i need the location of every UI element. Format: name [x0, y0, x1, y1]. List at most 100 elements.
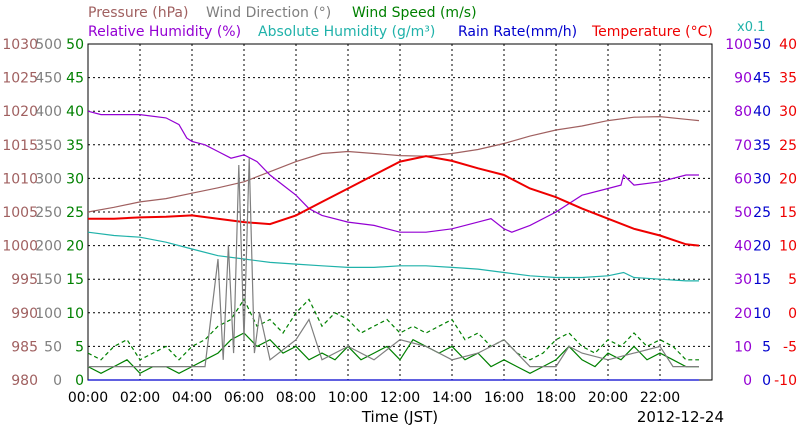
y-tick-label-wind-direction: 0	[53, 373, 62, 389]
series-temperature-c	[88, 155, 700, 247]
y-tick-label-relative-humidity: 90	[734, 71, 752, 87]
y-tick-label-rain-rate: 20	[753, 239, 771, 255]
y-tick-label-rain-rate: 50	[753, 37, 771, 53]
y-tick-label-temperature: 30	[779, 104, 797, 120]
y-tick-label-wind-direction: 50	[44, 339, 62, 355]
y-tick-label-relative-humidity: 30	[734, 272, 752, 288]
y-tick-label-wind-direction: 150	[35, 272, 62, 288]
legend-wind-direction: Wind Direction (°)	[206, 5, 331, 21]
y-tick-label-wind-direction: 250	[35, 205, 62, 221]
x-tick-label: 14:00	[432, 390, 472, 406]
y-tick-label-wind-speed: 10	[66, 306, 84, 322]
x-tick-label: 16:00	[484, 390, 524, 406]
y-tick-label-wind-direction: 350	[35, 138, 62, 154]
y-tick-label-pressure: 1010	[2, 171, 38, 187]
y-tick-label-wind-speed: 30	[66, 171, 84, 187]
y-tick-label-wind-speed: 40	[66, 104, 84, 120]
y-axes: 1030102510201015101010051000995990985980…	[2, 37, 797, 389]
y-tick-label-rain-rate: 35	[753, 138, 771, 154]
x-tick-label: 20:00	[588, 390, 628, 406]
y-tick-label-pressure: 1005	[2, 205, 38, 221]
y-tick-label-temperature: 15	[779, 205, 797, 221]
y-tick-label-rain-rate: 5	[762, 339, 771, 355]
y-tick-label-wind-speed: 0	[75, 373, 84, 389]
x-axis-label: Time (JST)	[361, 408, 438, 426]
y-tick-label-relative-humidity: 0	[743, 373, 752, 389]
series-wind-direction	[88, 158, 699, 368]
series-group	[87, 110, 700, 381]
y-tick-label-temperature: 40	[779, 37, 797, 53]
y-tick-label-wind-speed: 25	[66, 205, 84, 221]
y-tick-label-pressure: 1025	[2, 71, 38, 87]
legend-relative-humidity: Relative Humidity (%)	[88, 24, 241, 40]
y-tick-label-temperature: 5	[788, 272, 797, 288]
y-tick-label-temperature: 10	[779, 239, 797, 255]
y-tick-label-temperature: 20	[779, 171, 797, 187]
y-tick-label-rain-rate: 30	[753, 171, 771, 187]
y-tick-label-wind-direction: 500	[35, 37, 62, 53]
y-tick-label-wind-direction: 400	[35, 104, 62, 120]
y-tick-label-pressure: 1015	[2, 138, 38, 154]
series-absolute-humidity-g-m	[87, 231, 699, 282]
x-tick-label: 08:00	[276, 390, 316, 406]
y-tick-label-pressure: 995	[11, 272, 38, 288]
y-tick-label-wind-speed: 20	[66, 239, 84, 255]
y-tick-label-wind-direction: 450	[35, 71, 62, 87]
x-tick-label: 22:00	[640, 390, 680, 406]
series-relative-humidity	[87, 110, 699, 233]
y-tick-label-wind-speed: 15	[66, 272, 84, 288]
x-tick-label: 18:00	[536, 390, 576, 406]
y-tick-label-temperature: 35	[779, 71, 797, 87]
y-tick-label-relative-humidity: 70	[734, 138, 752, 154]
x-tick-label: 04:00	[172, 390, 212, 406]
legend-pressure: Pressure (hPa)	[88, 5, 188, 21]
legend-temperature: Temperature (°C)	[591, 24, 713, 40]
y-tick-label-rain-rate: 10	[753, 306, 771, 322]
y-tick-label-relative-humidity: 60	[734, 171, 752, 187]
y-tick-label-relative-humidity: 20	[734, 306, 752, 322]
legend-rain-rate: Rain Rate(mm/h)	[458, 24, 577, 40]
legend-absolute-humidity: Absolute Humidity (g/m³)	[258, 24, 435, 40]
y-tick-label-pressure: 980	[11, 373, 38, 389]
y-tick-label-wind-speed: 35	[66, 138, 84, 154]
y-tick-label-temperature: 0	[788, 306, 797, 322]
y-tick-label-rain-rate: 15	[753, 272, 771, 288]
series-wind-speed-gust-m-s	[87, 298, 699, 361]
y-tick-label-pressure: 990	[11, 306, 38, 322]
scale-note: x0.1	[737, 20, 765, 35]
y-tick-label-rain-rate: 25	[753, 205, 771, 221]
y-tick-label-wind-speed: 5	[75, 339, 84, 355]
x-tick-label: 00:00	[68, 390, 108, 406]
y-tick-label-pressure: 1000	[2, 239, 38, 255]
y-tick-label-wind-direction: 300	[35, 171, 62, 187]
x-tick-label: 06:00	[224, 390, 264, 406]
y-tick-label-relative-humidity: 50	[734, 205, 752, 221]
y-tick-label-rain-rate: 40	[753, 104, 771, 120]
y-tick-label-relative-humidity: 40	[734, 239, 752, 255]
y-tick-label-wind-direction: 100	[35, 306, 62, 322]
y-tick-label-temperature: 25	[779, 138, 797, 154]
grid	[88, 44, 712, 380]
series-pressure-hpa	[87, 115, 700, 213]
series-wind-speed-m-s	[87, 332, 699, 375]
date-label: 2012-12-24	[637, 408, 724, 426]
x-tick-label: 02:00	[120, 390, 160, 406]
y-tick-label-relative-humidity: 100	[725, 37, 752, 53]
y-tick-label-rain-rate: 45	[753, 71, 771, 87]
y-tick-label-wind-speed: 50	[66, 37, 84, 53]
y-tick-label-wind-speed: 45	[66, 71, 84, 87]
y-tick-label-relative-humidity: 10	[734, 339, 752, 355]
y-tick-label-wind-direction: 200	[35, 239, 62, 255]
y-tick-label-temperature: -10	[774, 373, 797, 389]
x-tick-label: 10:00	[328, 390, 368, 406]
y-tick-label-pressure: 985	[11, 339, 38, 355]
y-tick-label-pressure: 1030	[2, 37, 38, 53]
y-tick-label-rain-rate: 0	[762, 373, 771, 389]
y-tick-label-pressure: 1020	[2, 104, 38, 120]
legend-wind-speed: Wind Speed (m/s)	[352, 5, 477, 21]
x-tick-label: 12:00	[380, 390, 420, 406]
y-tick-label-temperature: -5	[783, 339, 797, 355]
x-axis: 00:00 02:00 04:00 06:00 08:00 10:00 12:00 14:00…	[68, 390, 680, 406]
y-tick-label-relative-humidity: 80	[734, 104, 752, 120]
